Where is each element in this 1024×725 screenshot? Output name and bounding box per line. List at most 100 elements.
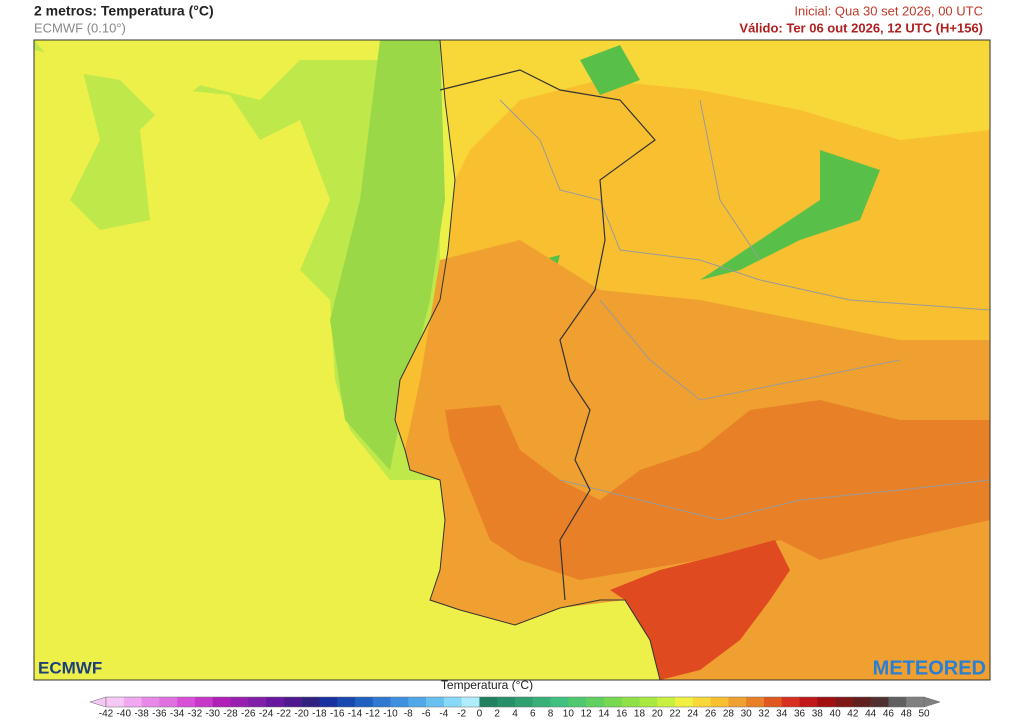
map-frame	[33, 39, 991, 681]
legend-swatch	[479, 697, 498, 707]
legend: -42 -40 -38 -36 -34 -32 -30 -28 -26 -24 -22 -20 -18-…	[89, 696, 941, 720]
legend-tick-label: -32	[188, 709, 203, 720]
legend-swatch	[728, 697, 747, 707]
legend-swatch	[835, 697, 854, 707]
legend-swatch	[123, 697, 142, 707]
legend-swatch	[106, 697, 125, 707]
hot-zone	[445, 400, 990, 580]
legend-swatch	[657, 697, 676, 707]
legend-swatch	[781, 697, 800, 707]
legend-tick-label: 20	[652, 709, 664, 720]
cool-highlands	[540, 45, 940, 615]
legend-tick-label: 0	[477, 709, 483, 720]
legend-tick-label: 6	[530, 709, 536, 720]
legend-swatch	[283, 697, 302, 707]
initial-time: Inicial: Qua 30 set 2026, 00 UTC	[794, 3, 983, 18]
legend-tick-label: 50	[918, 709, 930, 720]
legend-tick-label: 18	[634, 709, 646, 720]
hottest-zone	[610, 540, 790, 680]
legend-swatch	[337, 697, 356, 707]
legend-tick-label: -10	[383, 709, 398, 720]
legend-tick-label: 24	[687, 709, 699, 720]
legend-tick-label: -26	[241, 709, 256, 720]
coastal-green	[330, 40, 445, 470]
legend-swatch	[852, 697, 871, 707]
legend-tick-label: -34	[170, 709, 185, 720]
legend-tick-label: 14	[598, 709, 610, 720]
country-border	[439, 69, 656, 601]
legend-tick-label: 30	[741, 709, 753, 720]
legend-tick-label: 28	[723, 709, 735, 720]
map-title: 2 metros: Temperatura (°C)	[34, 3, 214, 19]
legend-tick-label: 12	[581, 709, 593, 720]
legend-tick-label: 44	[865, 709, 877, 720]
legend-tick-label: -38	[134, 709, 149, 720]
legend-swatch	[194, 697, 213, 707]
legend-swatch	[515, 697, 534, 707]
ecmwf-logo: ECMWF	[38, 658, 102, 677]
legend-tick-label: -14	[348, 709, 363, 720]
legend-swatch	[390, 697, 409, 707]
legend-swatch	[817, 697, 836, 707]
legend-swatch	[550, 697, 569, 707]
legend-tick-label: -22	[277, 709, 292, 720]
legend-swatch	[532, 697, 551, 707]
legend-tick-label: -20	[294, 709, 309, 720]
legend-swatch	[710, 697, 729, 707]
legend-swatch	[586, 697, 605, 707]
legend-swatch	[319, 697, 338, 707]
legend-tick-label: 36	[794, 709, 806, 720]
legend-swatch	[746, 697, 765, 707]
legend-swatch	[621, 697, 640, 707]
north-land-mild	[440, 40, 990, 180]
legend-tick-label: -28	[223, 709, 238, 720]
legend-swatch	[141, 697, 160, 707]
legend-swatch	[408, 697, 427, 707]
legend-tick-label: -6	[422, 709, 431, 720]
legend-tick-label: -30	[205, 709, 220, 720]
legend-tick-label: 40	[830, 709, 842, 720]
legend-tick-label: 26	[705, 709, 717, 720]
legend-swatch	[888, 697, 907, 707]
valid-time: Válido: Ter 06 out 2026, 12 UTC (H+156)	[739, 20, 983, 35]
legend-tick-label: 42	[847, 709, 859, 720]
legend-title: Temperatura (°C)	[441, 678, 533, 692]
legend-swatch	[692, 697, 711, 707]
legend-swatch	[603, 697, 622, 707]
map: ECMWF METEORED	[33, 39, 991, 681]
legend-swatch	[248, 697, 267, 707]
legend-swatch	[799, 697, 818, 707]
legend-tick-label: -2	[457, 709, 466, 720]
legend-tick-label: 10	[563, 709, 575, 720]
legend-tick-label: -40	[117, 709, 132, 720]
legend-tick-label: 34	[776, 709, 788, 720]
legend-tick-label: 48	[901, 709, 913, 720]
legend-swatch	[159, 697, 178, 707]
legend-tick-label: -36	[152, 709, 167, 720]
legend-swatch	[461, 697, 480, 707]
legend-tick-label: 4	[512, 709, 518, 720]
legend-swatch	[497, 697, 516, 707]
legend-swatch	[177, 697, 196, 707]
legend-tick-label: 2	[494, 709, 500, 720]
legend-swatch	[372, 697, 391, 707]
legend-swatch	[230, 697, 249, 707]
legend-swatch	[212, 697, 231, 707]
legend-tick-label: 22	[669, 709, 681, 720]
legend-swatch	[870, 697, 889, 707]
legend-swatch	[763, 697, 783, 707]
legend-bar-frame	[105, 696, 925, 708]
legend-swatch	[568, 697, 587, 707]
legend-swatch	[675, 697, 694, 707]
legend-swatch	[426, 697, 445, 707]
legend-swatch	[266, 697, 285, 707]
legend-swatch	[354, 697, 374, 707]
legend-swatch	[301, 697, 320, 707]
legend-tick-label: 32	[758, 709, 770, 720]
legend-tick-label: -16	[330, 709, 345, 720]
legend-tick-label: -24	[259, 709, 274, 720]
legend-tick-label: -18	[312, 709, 327, 720]
admin-borders	[499, 99, 990, 521]
legend-swatch	[443, 697, 462, 707]
